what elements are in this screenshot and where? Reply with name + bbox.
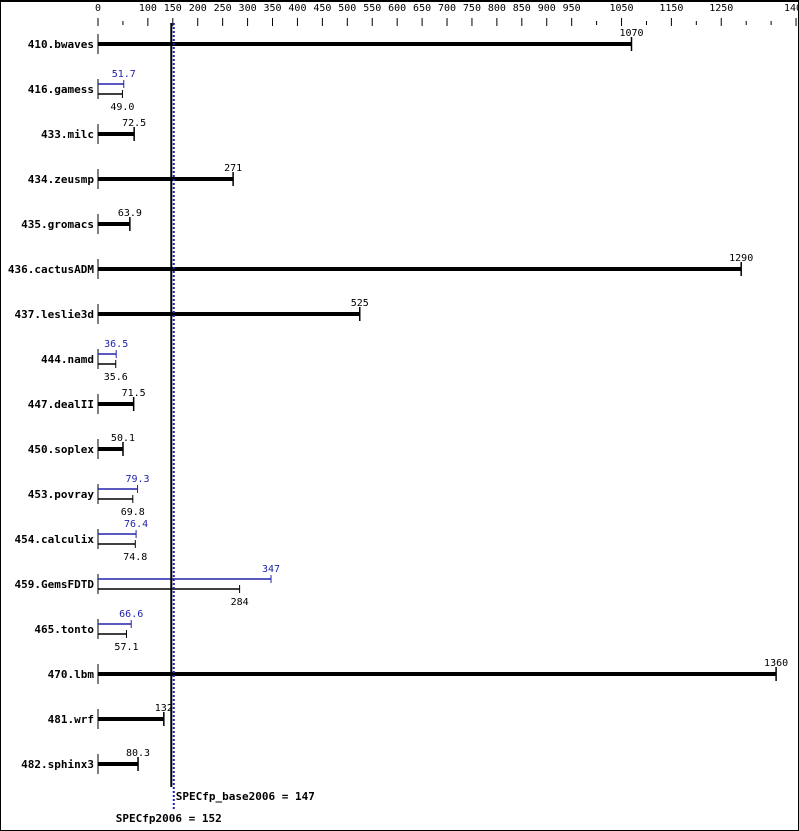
peak-value-label: 66.6 [119, 609, 143, 620]
base-bar [98, 672, 777, 676]
x-tick-label: 550 [363, 3, 381, 14]
x-tick-label: 950 [563, 3, 581, 14]
base-value-label: 1360 [764, 658, 788, 669]
x-tick-label: 1050 [609, 3, 633, 14]
peak-value-label: 79.3 [125, 474, 149, 485]
x-tick-label: 200 [189, 3, 207, 14]
category-label: 459.GemsFDTD [15, 578, 95, 591]
x-tick-label: 850 [513, 3, 531, 14]
category-label: 450.soplex [28, 443, 95, 456]
base-value-label: 1070 [619, 28, 643, 39]
base-value-label: 69.8 [121, 507, 145, 518]
x-tick-label: 500 [338, 3, 356, 14]
category-label: 453.povray [28, 488, 95, 501]
base-bar [98, 222, 130, 226]
category-label: 437.leslie3d [15, 308, 94, 321]
x-tick-label: 1150 [659, 3, 683, 14]
x-tick-label: 600 [388, 3, 406, 14]
category-label: 436.cactusADM [8, 263, 94, 276]
base-bar [98, 762, 139, 766]
category-label: 433.milc [41, 128, 94, 141]
x-tick-label: 400 [288, 3, 306, 14]
peak-value-label: 36.5 [104, 339, 128, 350]
base-value-label: 525 [351, 298, 369, 309]
category-label: 435.gromacs [21, 218, 94, 231]
peak-value-label: 76.4 [124, 519, 148, 530]
base-bar [98, 132, 135, 136]
category-label: 465.tonto [34, 623, 94, 636]
category-label: 416.gamess [28, 83, 94, 96]
base-bar [98, 447, 123, 451]
category-label: 444.namd [41, 353, 94, 366]
category-label: 470.lbm [48, 668, 95, 681]
x-tick-label: 0 [95, 3, 101, 14]
base-bar [98, 177, 234, 181]
base-value-label: 1290 [729, 253, 753, 264]
x-tick-label: 450 [313, 3, 331, 14]
x-tick-label: 150 [164, 3, 182, 14]
peak-value-label: 51.7 [112, 69, 136, 80]
base-value-label: 49.0 [110, 102, 134, 113]
base-bar [98, 402, 134, 406]
category-label: 482.sphinx3 [21, 758, 94, 771]
x-tick-label: 750 [463, 3, 481, 14]
peak-reference-label: SPECfp2006 = 152 [116, 812, 222, 825]
base-value-label: 71.5 [122, 388, 146, 399]
category-label: 434.zeusmp [28, 173, 95, 186]
base-bar [98, 312, 360, 316]
x-tick-label: 900 [538, 3, 556, 14]
base-value-label: 35.6 [104, 372, 128, 383]
base-bar [98, 717, 164, 721]
base-reference-label: SPECfp_base2006 = 147 [176, 790, 315, 803]
x-tick-label: 800 [488, 3, 506, 14]
base-value-label: 74.8 [123, 552, 147, 563]
category-label: 481.wrf [48, 713, 94, 726]
base-value-label: 50.1 [111, 433, 135, 444]
base-value-label: 57.1 [114, 642, 138, 653]
x-tick-label: 1250 [709, 3, 733, 14]
x-tick-label: 100 [139, 3, 157, 14]
base-value-label: 63.9 [118, 208, 142, 219]
x-tick-label: 350 [263, 3, 281, 14]
category-label: 410.bwaves [28, 38, 94, 51]
base-value-label: 72.5 [122, 118, 146, 129]
category-label: 447.dealII [28, 398, 94, 411]
category-label: 454.calculix [15, 533, 95, 546]
base-bar [98, 42, 632, 46]
x-tick-label: 1400 [784, 3, 798, 14]
x-tick-label: 650 [413, 3, 431, 14]
base-value-label: 271 [224, 163, 242, 174]
base-value-label: 132 [155, 703, 173, 714]
base-bar [98, 267, 742, 271]
base-value-label: 284 [231, 597, 249, 608]
x-tick-label: 250 [214, 3, 232, 14]
x-tick-label: 700 [438, 3, 456, 14]
x-tick-label: 300 [239, 3, 257, 14]
peak-value-label: 347 [262, 564, 280, 575]
base-value-label: 80.3 [126, 748, 150, 759]
